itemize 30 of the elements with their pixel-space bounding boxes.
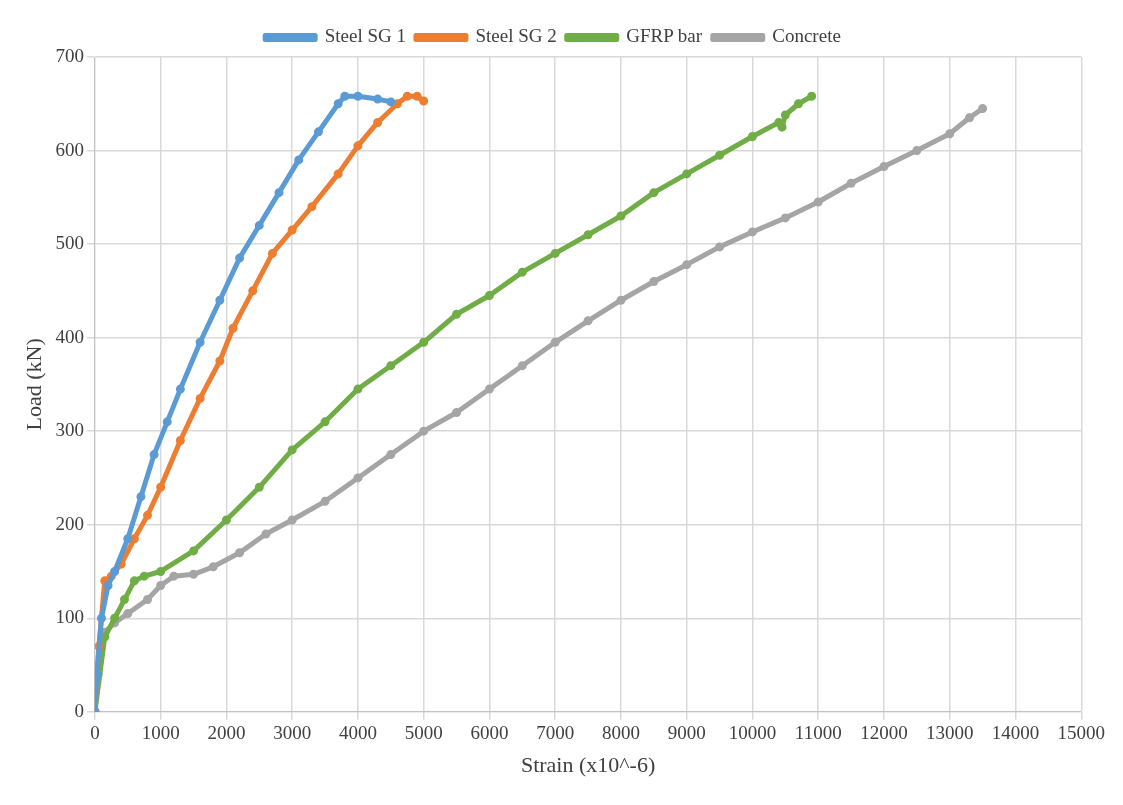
x-tick-label: 11000 — [794, 722, 842, 744]
y-tick-label: 600 — [55, 138, 84, 160]
legend-label: Concrete — [772, 25, 841, 47]
y-axis-title: Load (kN) — [20, 338, 46, 431]
legend-label: GFRP bar — [626, 25, 703, 47]
x-tick-label: 1000 — [141, 722, 180, 744]
y-tick-label: 700 — [55, 44, 84, 66]
legend-label: Steel SG 2 — [475, 25, 557, 47]
x-tick-label: 3000 — [273, 722, 312, 744]
y-tick-label: 300 — [55, 419, 84, 441]
y-tick-label: 200 — [55, 512, 84, 534]
x-tick-label: 15000 — [1057, 722, 1105, 744]
x-tick-label: 10000 — [728, 722, 777, 744]
y-tick-label: 0 — [74, 699, 84, 721]
x-tick-label: 5000 — [404, 722, 443, 744]
x-tick-label: 14000 — [991, 722, 1040, 744]
x-tick-label: 12000 — [860, 722, 908, 744]
legend-label: Steel SG 1 — [324, 25, 406, 47]
x-tick-label: 4000 — [338, 722, 377, 744]
x-tick-label: 8000 — [601, 722, 640, 744]
y-tick-label: 100 — [55, 606, 84, 628]
y-tick-label: 500 — [55, 232, 84, 254]
x-tick-label: 0 — [90, 722, 100, 744]
x-axis-title: Strain (x10^-6) — [520, 751, 656, 777]
x-tick-label: 2000 — [207, 722, 246, 744]
y-tick-label: 400 — [55, 325, 84, 347]
x-tick-label: 9000 — [667, 722, 706, 744]
x-tick-label: 6000 — [470, 722, 509, 744]
x-tick-label: 7000 — [536, 722, 575, 744]
x-tick-label: 13000 — [925, 722, 974, 744]
